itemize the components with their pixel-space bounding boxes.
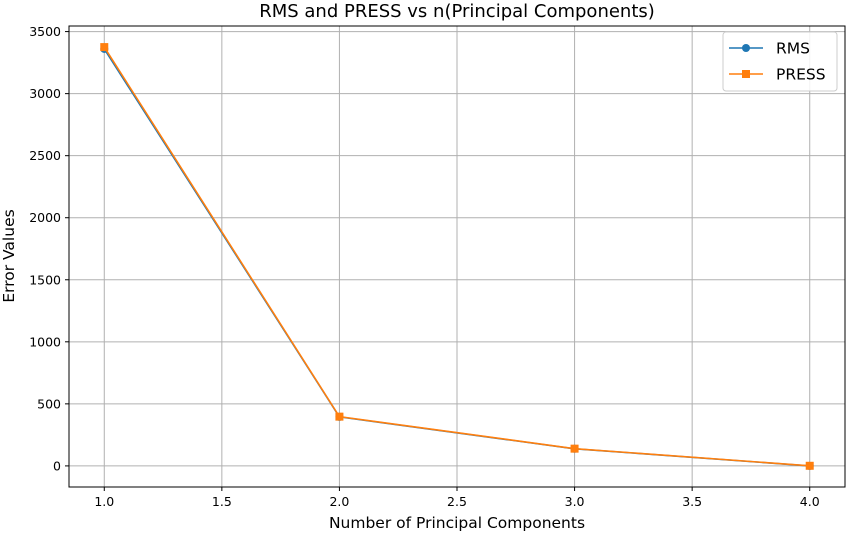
x-tick-label: 2.0 <box>329 494 349 509</box>
legend-marker-press <box>742 70 750 78</box>
legend-entry-rms: RMS <box>729 40 810 58</box>
y-tick-label: 2000 <box>29 210 61 225</box>
y-tick-label: 1000 <box>29 334 61 349</box>
chart-title: RMS and PRESS vs n(Principal Components) <box>259 1 655 22</box>
legend-box <box>722 31 838 92</box>
x-tick-label: 3.5 <box>682 494 702 509</box>
data-point-press <box>335 412 344 421</box>
x-tick-label: 2.5 <box>447 494 467 509</box>
legend-label-press: PRESS <box>776 66 826 84</box>
series-press <box>100 43 814 470</box>
legend-entries: RMS PRESS <box>729 40 826 84</box>
grid <box>69 26 845 487</box>
legend-marker-rms <box>742 44 750 52</box>
data-point-press <box>100 43 109 52</box>
y-tick-label: 500 <box>37 396 61 411</box>
y-tick-label: 1500 <box>29 272 61 287</box>
series-layer <box>100 43 814 470</box>
legend: RMS PRESS <box>722 31 838 92</box>
series-line-press <box>103 46 810 467</box>
y-tick-label: 3000 <box>29 86 61 101</box>
y-tick-label: 0 <box>53 458 61 473</box>
x-tick-label: 4.0 <box>800 494 820 509</box>
y-axis-ticks: 0 500 1000 1500 2000 2500 3000 3500 <box>29 24 69 473</box>
x-tick-label: 1.0 <box>94 494 114 509</box>
data-point-press <box>805 461 814 470</box>
y-tick-label: 2500 <box>29 148 61 163</box>
legend-entry-press: PRESS <box>729 66 826 84</box>
legend-label-rms: RMS <box>776 40 810 58</box>
x-tick-label: 1.5 <box>212 494 232 509</box>
x-axis-ticks: 1.0 1.5 2.0 2.5 3.0 3.5 4.0 <box>94 487 820 509</box>
y-tick-label: 3500 <box>29 24 61 39</box>
x-tick-label: 3.0 <box>565 494 585 509</box>
data-point-press <box>570 444 579 453</box>
y-axis-title: Error Values <box>0 209 18 302</box>
x-axis-title: Number of Principal Components <box>329 514 585 531</box>
